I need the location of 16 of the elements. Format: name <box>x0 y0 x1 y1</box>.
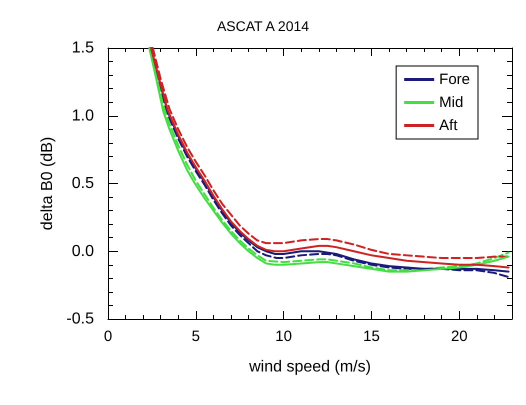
x-tick-label: 0 <box>104 328 112 345</box>
legend-label: Aft <box>439 117 458 134</box>
chart-title: ASCAT A 2014 <box>216 18 310 34</box>
y-tick-label: 1.5 <box>72 40 94 56</box>
x-tick-label: 10 <box>275 328 292 345</box>
y-tick-label: 1.0 <box>72 107 94 124</box>
x-axis-title: wind speed (m/s) <box>248 358 371 376</box>
x-tick-label: 20 <box>450 328 468 345</box>
x-tick-label: 5 <box>192 328 200 345</box>
x-tick-label: 15 <box>363 328 380 345</box>
y-tick-label: 0.0 <box>72 242 94 260</box>
legend-label: Mid <box>439 94 464 111</box>
y-axis-title: delta B0 (dB) <box>39 136 56 230</box>
y-tick-label: 0.5 <box>72 175 94 192</box>
y-tick-label: -0.5 <box>66 310 94 328</box>
legend-label: Fore <box>439 71 470 88</box>
